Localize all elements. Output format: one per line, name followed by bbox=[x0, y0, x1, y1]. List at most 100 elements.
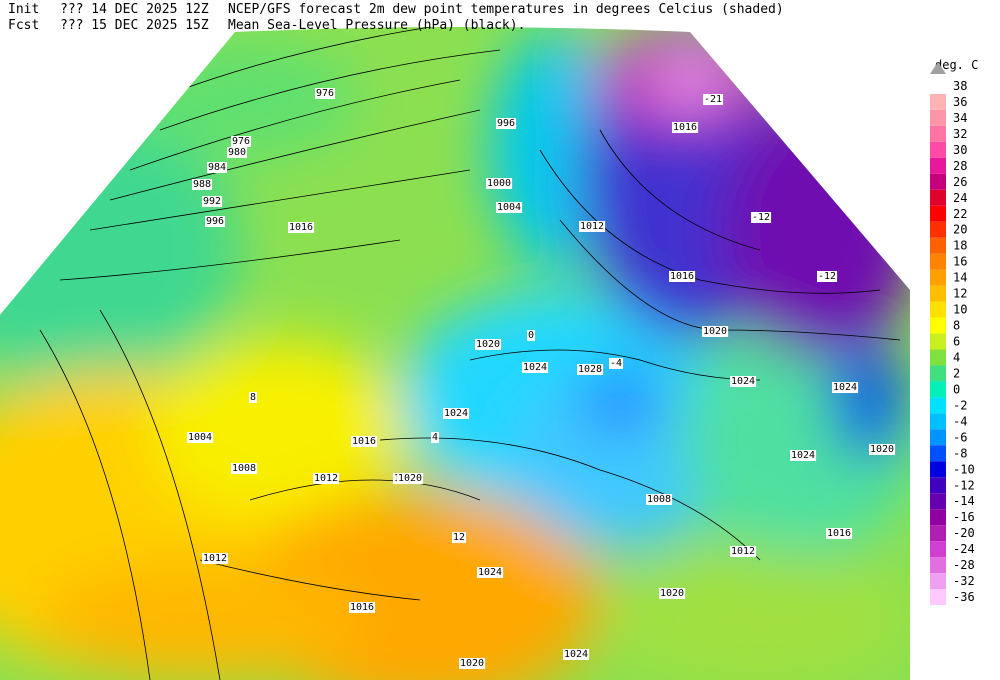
contour-label: 1016 bbox=[827, 528, 851, 539]
contour-label: 988 bbox=[193, 179, 211, 190]
legend-label: -36 bbox=[953, 590, 975, 604]
legend-swatch bbox=[930, 397, 946, 414]
contour-label-box bbox=[832, 382, 859, 393]
init-label: Init bbox=[8, 2, 39, 17]
contour-label: 1012 bbox=[203, 553, 227, 564]
contour-label-box bbox=[577, 364, 604, 375]
contour-label-box bbox=[579, 221, 606, 232]
contour-label: 1004 bbox=[188, 432, 212, 443]
legend-label: 2 bbox=[953, 366, 960, 380]
legend-label: -6 bbox=[953, 430, 967, 444]
contour-label: 1016 bbox=[352, 436, 376, 447]
contour-label-box bbox=[452, 532, 467, 543]
contour-label-box bbox=[315, 88, 336, 99]
legend-swatch bbox=[930, 349, 946, 366]
legend-swatch bbox=[930, 509, 946, 526]
legend-swatch bbox=[930, 365, 946, 382]
contour-label-box bbox=[349, 602, 376, 613]
legend-swatch bbox=[930, 141, 946, 158]
legend-label: -12 bbox=[953, 478, 975, 492]
contour-label: 1024 bbox=[731, 376, 755, 387]
contour-label: 1024 bbox=[444, 408, 468, 419]
contour-label: 976 bbox=[232, 136, 250, 147]
contour-label: 1016 bbox=[673, 122, 697, 133]
legend-label: 32 bbox=[953, 127, 967, 141]
contour-label-box bbox=[522, 362, 549, 373]
contour-label: 1028 bbox=[578, 364, 602, 375]
contour-label-box bbox=[459, 658, 486, 669]
contour-label: 1012 bbox=[580, 221, 604, 232]
contour-label-box bbox=[202, 196, 223, 207]
legend-label: 14 bbox=[953, 271, 967, 285]
legend-swatch bbox=[930, 541, 946, 558]
legend-label: 6 bbox=[953, 335, 960, 349]
legend-label: -32 bbox=[953, 574, 975, 588]
contour-label: -12 bbox=[752, 212, 770, 223]
legend-label: 22 bbox=[953, 207, 967, 221]
contour-label: 1020 bbox=[460, 658, 484, 669]
contour-label-box bbox=[496, 202, 523, 213]
legend-triangle bbox=[930, 62, 946, 74]
contour-label-box bbox=[817, 271, 838, 282]
contour-label-box bbox=[527, 330, 536, 341]
contour-label: 1024 bbox=[791, 450, 815, 461]
legend-label: -4 bbox=[953, 414, 967, 428]
legend-swatch bbox=[930, 205, 946, 222]
legend-swatch bbox=[930, 93, 946, 110]
legend-label: 18 bbox=[953, 239, 967, 253]
title: NCEP/GFS forecast 2m dew point temperatu… bbox=[228, 2, 784, 17]
contour-label: 1020 bbox=[870, 444, 894, 455]
contour-label-box bbox=[313, 473, 340, 484]
legend-label: 10 bbox=[953, 303, 967, 317]
legend-swatch bbox=[930, 525, 946, 542]
legend-label: 8 bbox=[953, 319, 960, 333]
legend-label: 16 bbox=[953, 255, 967, 269]
legend-swatch bbox=[930, 381, 946, 398]
contour-label-box bbox=[496, 118, 517, 129]
legend-swatch bbox=[930, 125, 946, 142]
contour-label-box bbox=[192, 179, 213, 190]
legend-label: 12 bbox=[953, 287, 967, 301]
contour-label-box bbox=[730, 376, 757, 387]
map-shading bbox=[0, 27, 910, 680]
contour-label: 1024 bbox=[478, 567, 502, 578]
legend-swatch bbox=[930, 237, 946, 254]
contour-label-box bbox=[672, 122, 699, 133]
init-time: ??? 14 DEC 2025 12Z bbox=[60, 2, 209, 17]
legend-swatch bbox=[930, 445, 946, 462]
legend-label: -16 bbox=[953, 510, 975, 524]
fcst-label: Fcst bbox=[8, 18, 39, 33]
contour-label-box bbox=[431, 432, 440, 443]
legend-label: 4 bbox=[953, 350, 960, 364]
contour-label: 1008 bbox=[232, 463, 256, 474]
contour-label: 984 bbox=[208, 162, 226, 173]
legend-label: 26 bbox=[953, 175, 967, 189]
legend-swatch bbox=[930, 477, 946, 494]
contour-label: 996 bbox=[206, 216, 224, 227]
legend-label: 0 bbox=[953, 382, 960, 396]
contour-label-box bbox=[231, 463, 258, 474]
legend-swatch bbox=[930, 589, 946, 606]
contour-label-box bbox=[249, 392, 258, 403]
legend-swatch bbox=[930, 157, 946, 174]
legend-label: -24 bbox=[953, 542, 975, 556]
contour-label: 980 bbox=[228, 147, 246, 158]
legend-swatch bbox=[930, 253, 946, 270]
contour-label-box bbox=[609, 358, 624, 369]
legend-label: -20 bbox=[953, 526, 975, 540]
contour-label: -12 bbox=[818, 271, 836, 282]
legend-swatch bbox=[930, 573, 946, 590]
contour-label: 1004 bbox=[497, 202, 521, 213]
legend-swatch bbox=[930, 189, 946, 206]
legend-swatch bbox=[930, 429, 946, 446]
contour-label-box bbox=[231, 136, 252, 147]
contour-label: 1020 bbox=[703, 326, 727, 337]
contour-labels: 976 976 980 984 988 992 996 1000 1004 10… bbox=[187, 88, 896, 669]
legend-label: -28 bbox=[953, 558, 975, 572]
contour-label-box bbox=[288, 222, 315, 233]
legend-unit: deg. C bbox=[935, 58, 978, 72]
contour-label: 1020 bbox=[398, 473, 422, 484]
contour-label-box bbox=[397, 473, 424, 484]
